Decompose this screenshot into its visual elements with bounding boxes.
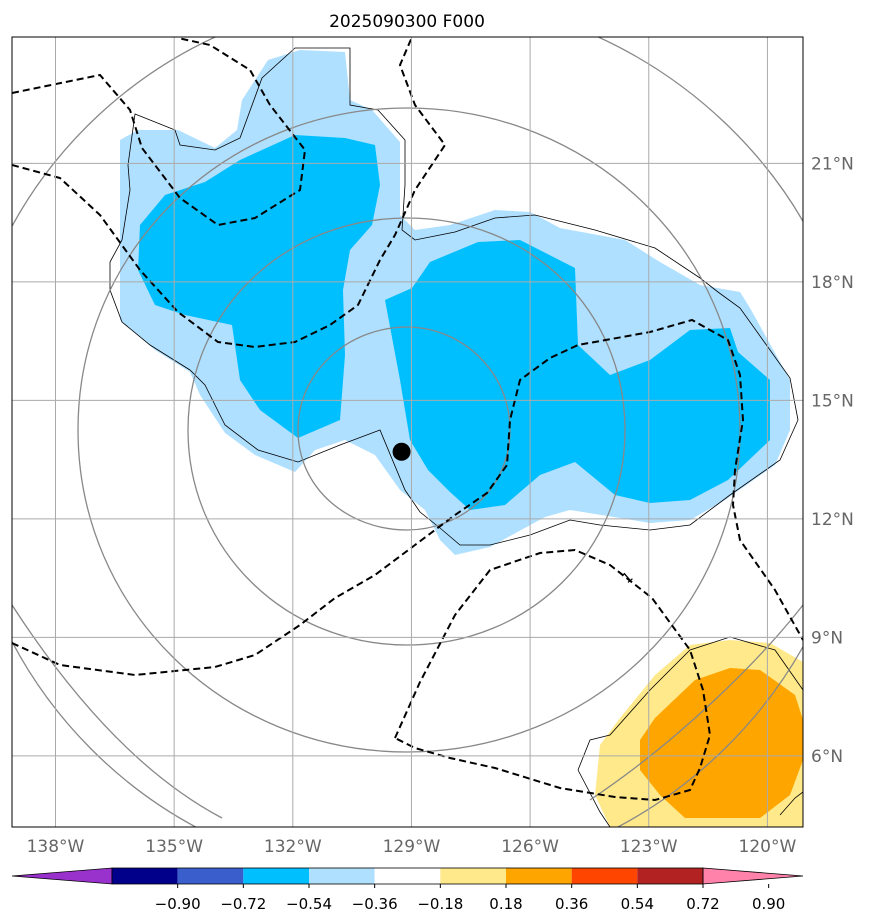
y-tick-label: 9°N (811, 628, 843, 648)
x-tick-label: 132°W (264, 837, 322, 857)
y-tick-label: 6°N (811, 747, 843, 767)
colorbar-tick-label: −0.18 (417, 895, 463, 913)
colorbar-tick-label: −0.36 (352, 895, 398, 913)
colorbar-segment (374, 868, 441, 884)
y-tick-label: 21°N (811, 154, 854, 174)
dashed-contours (12, 37, 803, 802)
y-tick-label: 18°N (811, 273, 854, 293)
colorbar-segment (112, 868, 178, 884)
colorbar-tick-label: 0.18 (489, 895, 522, 913)
colorbar-tick-label: −0.54 (286, 895, 332, 913)
colorbar-tick-label: −0.72 (220, 895, 266, 913)
colorbar-segment (637, 868, 703, 884)
y-tick-label: 15°N (811, 391, 854, 411)
x-tick-label: 138°W (27, 837, 85, 857)
map-area: 1 (12, 37, 803, 827)
y-axis-ticks: 21°N 18°N 15°N 12°N 9°N 6°N (811, 154, 854, 767)
colorbar-tick-label: 0.54 (621, 895, 654, 913)
colorbar-tick-label: 0.72 (686, 895, 719, 913)
chart-title: 2025090300 F000 (329, 12, 485, 32)
colorbar-segment (571, 868, 638, 884)
colorbar-tick-label: −0.90 (155, 895, 201, 913)
x-tick-label: 123°W (620, 837, 678, 857)
colorbar-tick-label: 0.36 (555, 895, 588, 913)
contour-outline-bottom (577, 769, 611, 827)
storm-center-marker (392, 442, 411, 461)
range-ring-outer-right (589, 604, 803, 801)
contour-label: 1 (619, 569, 636, 587)
fill-region-orange (640, 668, 803, 818)
x-axis-ticks: 138°W 135°W 132°W 129°W 126°W 123°W 120°W (27, 837, 797, 857)
x-tick-label: 135°W (145, 837, 203, 857)
fill-region-sky-blue-west (138, 135, 380, 438)
x-tick-label: 126°W (501, 837, 559, 857)
colorbar-segment (506, 868, 572, 884)
colorbar-segment (309, 868, 375, 884)
colorbar-frame (111, 867, 704, 885)
colorbar-tick-label: 0.90 (752, 895, 785, 913)
plot-frame (11, 36, 804, 828)
colorbar-segment (177, 868, 244, 884)
range-ring-outer-left (12, 604, 223, 819)
colorbar-extend-max (702, 867, 804, 885)
fill-region-sky-blue-east (385, 240, 770, 510)
colorbar-segment (440, 868, 506, 884)
y-tick-label: 12°N (811, 510, 854, 530)
x-tick-label: 120°W (739, 837, 797, 857)
grid-lines (12, 37, 803, 827)
range-rings (12, 37, 803, 827)
colorbar: −0.90 −0.72 −0.54 −0.36 −0.18 0.18 0.36 0.54 0.7… (11, 867, 804, 913)
colorbar-extend-min (11, 867, 113, 885)
contour-outline-corner (779, 791, 803, 816)
colorbar-segment (243, 868, 309, 884)
x-tick-label: 129°W (383, 837, 441, 857)
